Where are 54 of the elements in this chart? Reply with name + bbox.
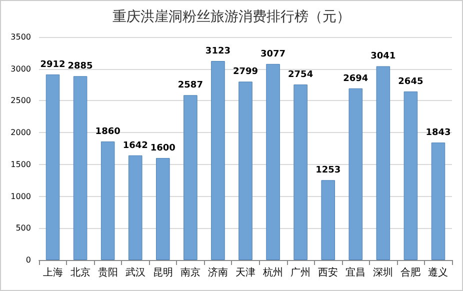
chart-title: 重庆洪崖洞粉丝旅游消费排行榜（元） (112, 9, 350, 25)
y-tick-label: 500 (16, 224, 31, 233)
data-label: 1253 (316, 166, 341, 176)
x-tick-label: 西安 (318, 266, 338, 278)
y-tick-label: 1500 (10, 160, 31, 169)
x-tick-label: 济南 (208, 266, 228, 278)
bar (376, 66, 390, 260)
y-tick-label: 3500 (10, 32, 31, 42)
bar (73, 76, 88, 260)
bar (128, 155, 142, 260)
y-tick-label: 3000 (10, 64, 31, 74)
x-tick-label: 天津 (236, 266, 256, 278)
x-tick-label: 北京 (70, 266, 90, 278)
bar (294, 84, 308, 260)
x-tick-label: 武汉 (125, 266, 146, 278)
bar (156, 158, 170, 260)
x-tick-label: 南京 (180, 266, 200, 278)
data-label: 2754 (288, 70, 314, 80)
data-label: 2912 (40, 60, 66, 70)
data-label: 2694 (343, 74, 368, 84)
y-tick-label: 2500 (10, 96, 31, 106)
y-tick-label: 0 (26, 256, 31, 264)
x-tick-label: 昆明 (152, 268, 173, 278)
bar (321, 180, 335, 260)
data-label: 1600 (150, 144, 176, 154)
x-tick-label: 宜昌 (346, 266, 366, 278)
bar (46, 74, 60, 260)
bar (348, 88, 363, 260)
data-label: 3123 (205, 46, 230, 57)
bar (404, 91, 418, 260)
data-label: 3077 (260, 49, 286, 60)
x-tick-label: 上海 (42, 266, 63, 278)
y-tick-label: 2000 (10, 128, 31, 138)
bar (100, 141, 115, 260)
data-label: 1642 (122, 140, 148, 151)
bar (266, 64, 280, 260)
bar (431, 142, 446, 260)
bar (184, 95, 198, 260)
data-label: 1843 (426, 128, 451, 138)
data-label: 2587 (178, 80, 203, 91)
x-tick-label: 贵阳 (98, 266, 118, 278)
data-label: 1860 (95, 126, 120, 137)
data-label: 3041 (370, 52, 396, 62)
data-label: 2885 (68, 62, 93, 72)
x-tick-label: 深圳 (373, 266, 394, 278)
x-tick-label: 杭州 (262, 266, 284, 278)
bar (238, 82, 252, 260)
data-label: 2799 (232, 67, 258, 78)
bar (211, 61, 225, 260)
x-tick-label: 广州 (290, 266, 311, 278)
x-tick-label: 遵义 (428, 266, 448, 278)
x-tick-label: 合肥 (400, 266, 421, 278)
y-tick-label: 1000 (10, 192, 31, 201)
data-label: 2645 (398, 76, 424, 87)
